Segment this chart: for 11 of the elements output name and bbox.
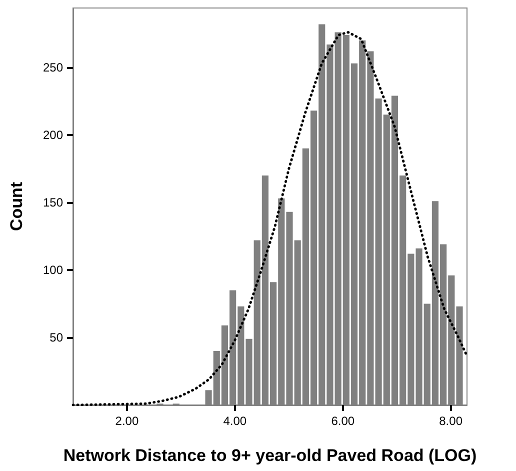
x-axis-title: Network Distance to 9+ year-old Paved Road (LOG) (63, 446, 477, 465)
x-tick-label: 2.00 (115, 414, 139, 428)
y-tick-label: 150 (42, 195, 64, 210)
x-tick-label: 8.00 (439, 414, 463, 428)
y-tick-label: 50 (50, 330, 64, 344)
y-tick-label: 100 (42, 262, 64, 277)
y-tick-label: 200 (42, 128, 64, 142)
x-tick-label: 4.00 (223, 414, 247, 428)
y-axis-title: Count (7, 182, 26, 232)
y-tick-label: 250 (42, 60, 64, 74)
x-tick-label: 6.00 (331, 414, 355, 428)
